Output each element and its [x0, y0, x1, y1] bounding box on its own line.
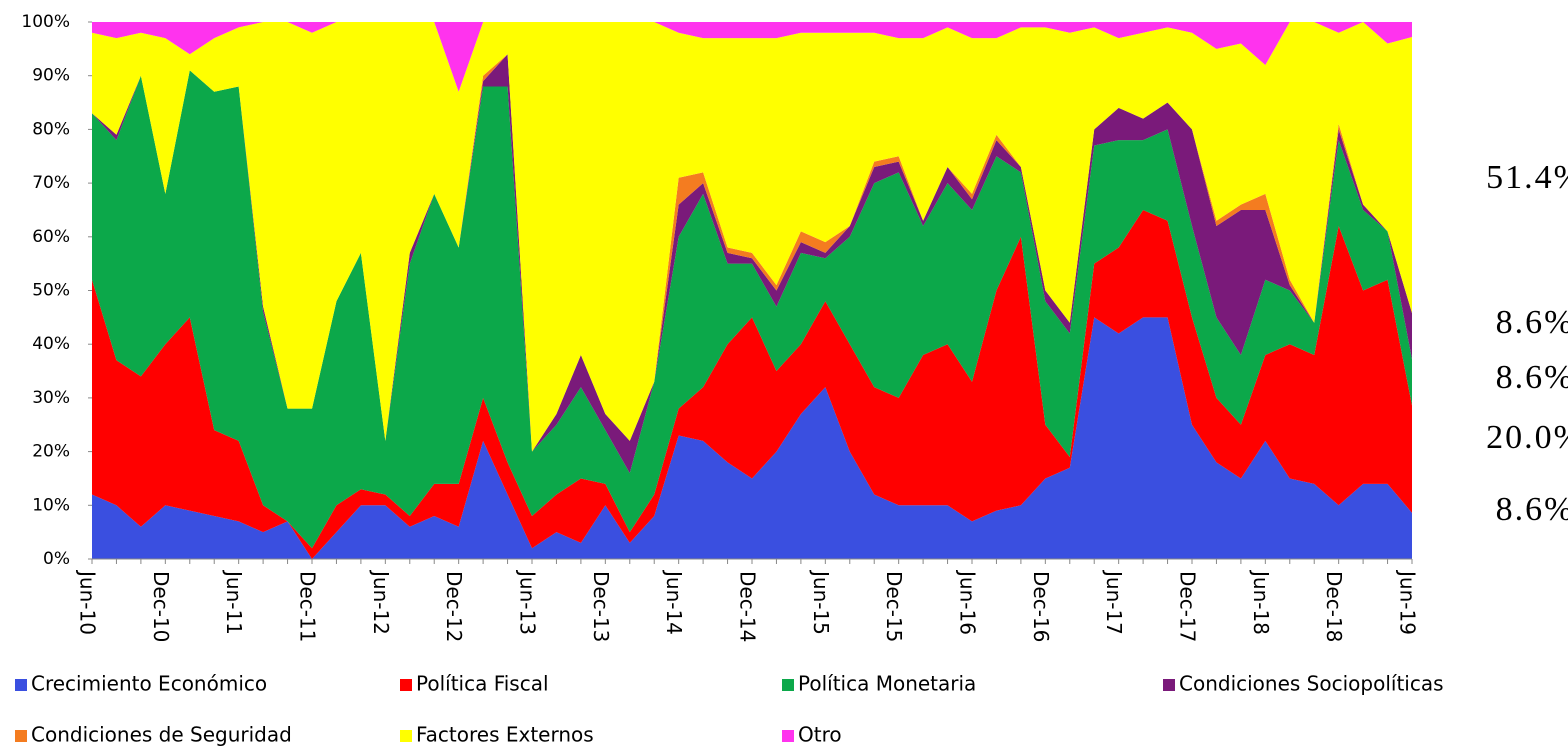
area — [92, 317, 1412, 559]
annotation: 8.6% — [1496, 359, 1568, 396]
legend-label: Condiciones de Seguridad — [31, 723, 292, 747]
y-tick-label: 40% — [32, 334, 70, 354]
x-tick-label: Jun-11 — [222, 569, 246, 635]
x-tick-label: Dec-10 — [149, 571, 173, 642]
x-tick-label: Jun-10 — [76, 569, 100, 635]
legend-swatch — [782, 730, 794, 742]
x-tick-label: Dec-12 — [442, 571, 466, 642]
y-tick-label: 20% — [32, 442, 70, 462]
legend-label: Crecimiento Económico — [31, 672, 267, 696]
x-tick-label: Jun-14 — [662, 569, 686, 635]
area — [92, 22, 1412, 92]
x-tick-label: Dec-15 — [882, 571, 906, 642]
legend-label: Política Fiscal — [416, 672, 549, 696]
legend-swatch — [400, 679, 412, 691]
area — [92, 22, 1412, 452]
annotation: 8.6% — [1496, 304, 1568, 341]
legend-swatch — [15, 679, 27, 691]
legend-swatch — [400, 730, 412, 742]
legend-swatch — [782, 679, 794, 691]
legend-swatch — [15, 730, 27, 742]
y-tick-label: 80% — [32, 119, 70, 139]
legend-label: Factores Externos — [416, 723, 594, 747]
legend-label: Otro — [798, 723, 842, 747]
x-tick-label: Dec-17 — [1176, 571, 1200, 642]
area — [92, 54, 1412, 474]
y-tick-label: 100% — [21, 12, 70, 32]
area — [92, 70, 1412, 549]
x-tick-label: Dec-16 — [1029, 571, 1053, 642]
annotation: 8.6% — [1496, 491, 1568, 528]
area — [92, 209, 1412, 559]
y-tick-label: 30% — [32, 388, 70, 408]
x-tick-label: Jun-15 — [809, 569, 833, 635]
x-tick-label: Jun-16 — [956, 569, 980, 635]
x-tick-label: Dec-11 — [296, 571, 320, 642]
x-tick-label: Jun-17 — [1102, 569, 1126, 635]
x-tick-label: Dec-14 — [736, 571, 760, 642]
legend-label: Política Monetaria — [798, 672, 976, 696]
x-tick-label: Jun-19 — [1396, 569, 1420, 635]
annotation: 51.4% — [1486, 159, 1568, 196]
y-tick-label: 50% — [32, 281, 70, 301]
legend-swatch — [1163, 679, 1175, 691]
y-tick-label: 10% — [32, 495, 70, 515]
y-tick-label: 60% — [32, 227, 70, 247]
annotation: 20.0% — [1486, 419, 1568, 456]
x-tick-label: Dec-13 — [589, 571, 613, 642]
x-tick-label: Dec-18 — [1322, 571, 1346, 642]
y-tick-label: 0% — [43, 549, 70, 569]
x-tick-label: Jun-12 — [369, 569, 393, 635]
x-tick-label: Jun-13 — [516, 569, 540, 635]
y-tick-label: 90% — [32, 66, 70, 86]
y-tick-label: 70% — [32, 173, 70, 193]
legend-label: Condiciones Sociopolíticas — [1179, 672, 1444, 696]
x-tick-label: Jun-18 — [1249, 569, 1273, 635]
